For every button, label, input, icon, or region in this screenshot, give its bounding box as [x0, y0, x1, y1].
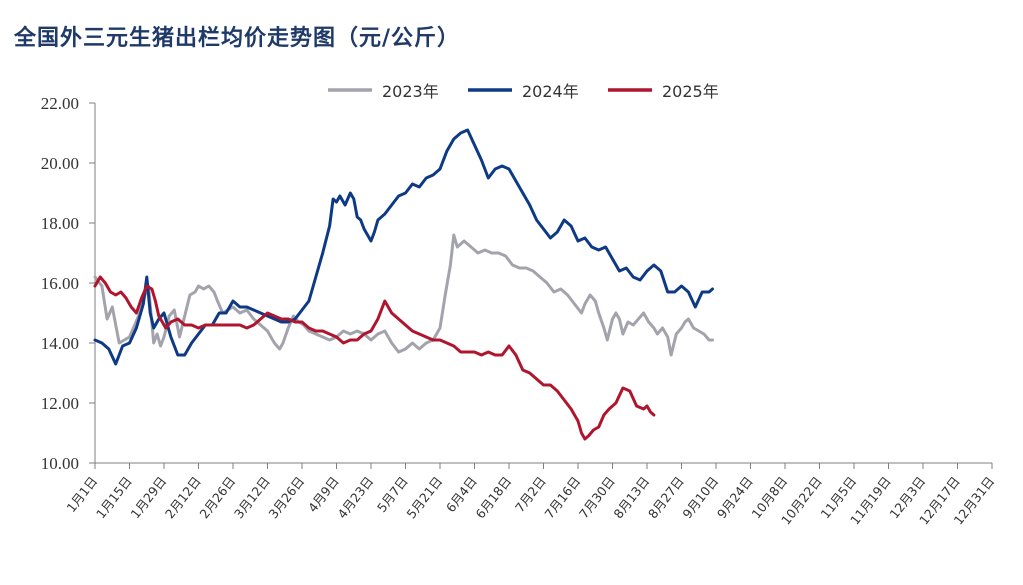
- legend-label: 2023年: [382, 82, 439, 101]
- axes: 10.0012.0014.0016.0018.0020.0022.001月1日1…: [41, 94, 998, 528]
- series-line-2023年: [93, 233, 714, 357]
- legend-label: 2024年: [522, 82, 579, 101]
- series-line-2024年: [93, 128, 714, 366]
- y-tick-label: 16.00: [41, 274, 79, 293]
- series-group: [93, 128, 714, 441]
- y-tick-label: 10.00: [41, 454, 79, 473]
- x-tick-label: 6月18日: [472, 474, 514, 522]
- y-tick-label: 12.00: [41, 394, 79, 413]
- legend-label: 2025年: [662, 82, 719, 101]
- y-tick-label: 14.00: [41, 334, 79, 353]
- y-tick-label: 18.00: [41, 214, 79, 233]
- legend: 2023年 2024年 2025年: [328, 82, 719, 101]
- x-tick-label: 4月23日: [334, 474, 376, 522]
- chart-title: 全国外三元生猪出栏均价走势图（元/公斤）: [14, 26, 461, 51]
- x-tick-label: 5月21日: [403, 474, 445, 522]
- x-tick-label: 3月26日: [265, 474, 307, 522]
- y-tick-label: 20.00: [41, 154, 79, 173]
- series-line-2025年: [93, 275, 656, 441]
- y-tick-label: 22.00: [41, 94, 79, 113]
